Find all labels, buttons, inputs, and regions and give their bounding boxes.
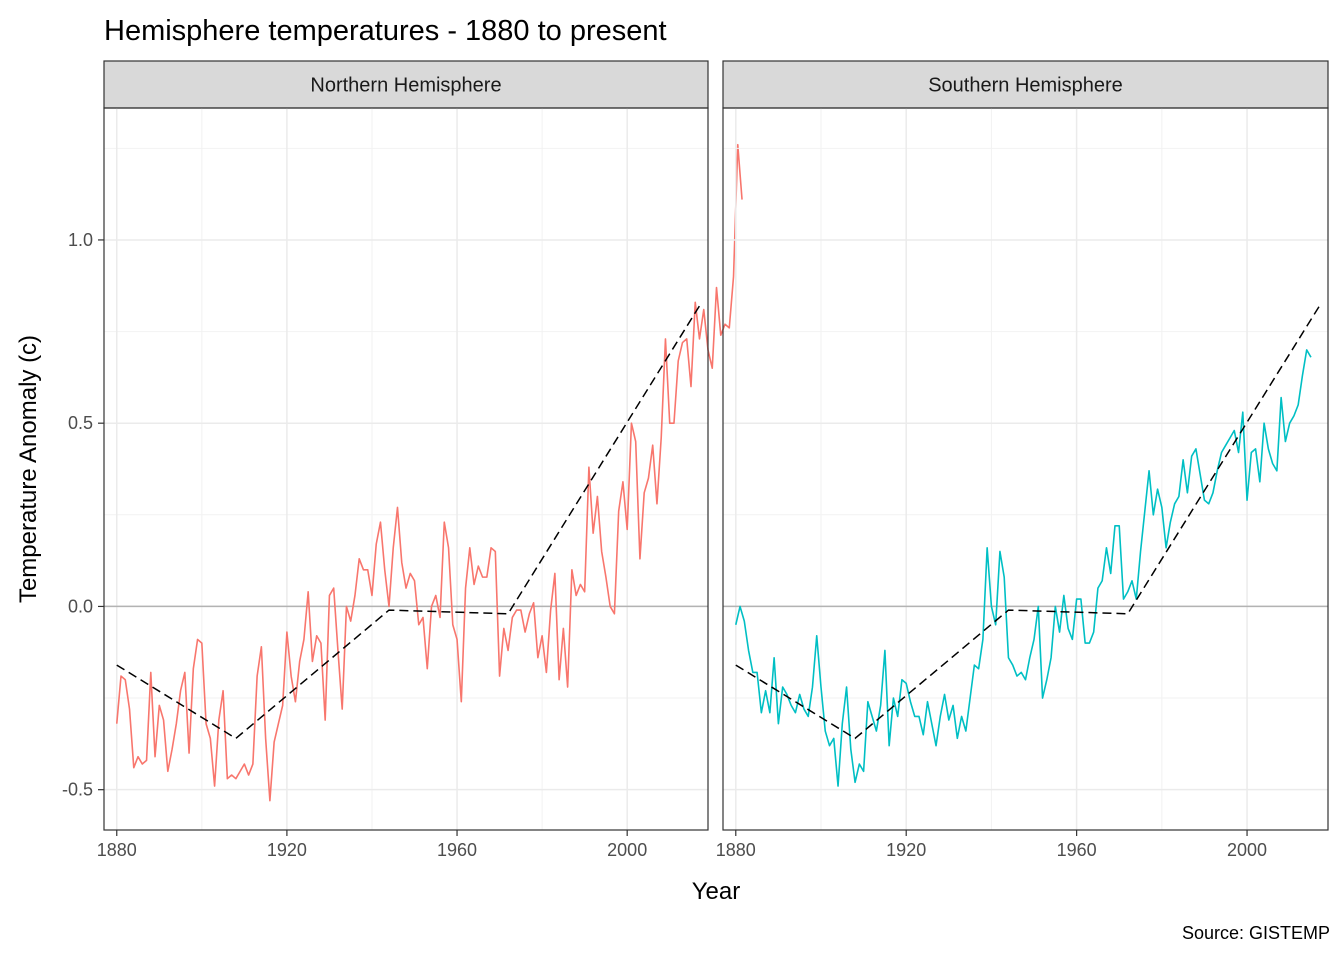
x-tick-label: 1960 [437, 840, 477, 860]
x-tick-label: 1880 [97, 840, 137, 860]
y-tick-label: 1.0 [68, 230, 93, 250]
trend-line [116, 305, 701, 740]
y-tick-label: 0.5 [68, 413, 93, 433]
x-tick-label: 2000 [1227, 840, 1267, 860]
anomaly-series-line [115, 143, 743, 802]
x-tick-label: 1880 [716, 840, 756, 860]
trend-line [735, 305, 1321, 740]
y-tick-label: 0.0 [68, 596, 93, 616]
y-tick-label: -0.5 [62, 780, 93, 800]
anomaly-series-line [735, 349, 1312, 787]
facet-label: Northern Hemisphere [310, 75, 501, 97]
x-tick-label: 1920 [267, 840, 307, 860]
facet-panel: Southern Hemisphere 1880 1920 1960 2000 [716, 60, 1329, 860]
facet-strip [722, 60, 1329, 109]
y-axis-title: Temperature Anomaly (c) [15, 335, 42, 603]
facet-strip [103, 60, 709, 109]
chart-title: Hemisphere temperatures - 1880 to presen… [104, 15, 667, 47]
x-axis-title: Year [692, 878, 741, 905]
panel-border [103, 107, 709, 831]
x-tick-label: 1920 [886, 840, 926, 860]
source-caption: Source: GISTEMP [1182, 923, 1330, 943]
facet-panel: Northern Hemisphere 1880 1920 1960 2000 [97, 60, 743, 860]
facet-label: Southern Hemisphere [928, 75, 1123, 97]
panel-border [722, 107, 1329, 831]
x-tick-label: 2000 [607, 840, 647, 860]
x-tick-label: 1960 [1057, 840, 1097, 860]
